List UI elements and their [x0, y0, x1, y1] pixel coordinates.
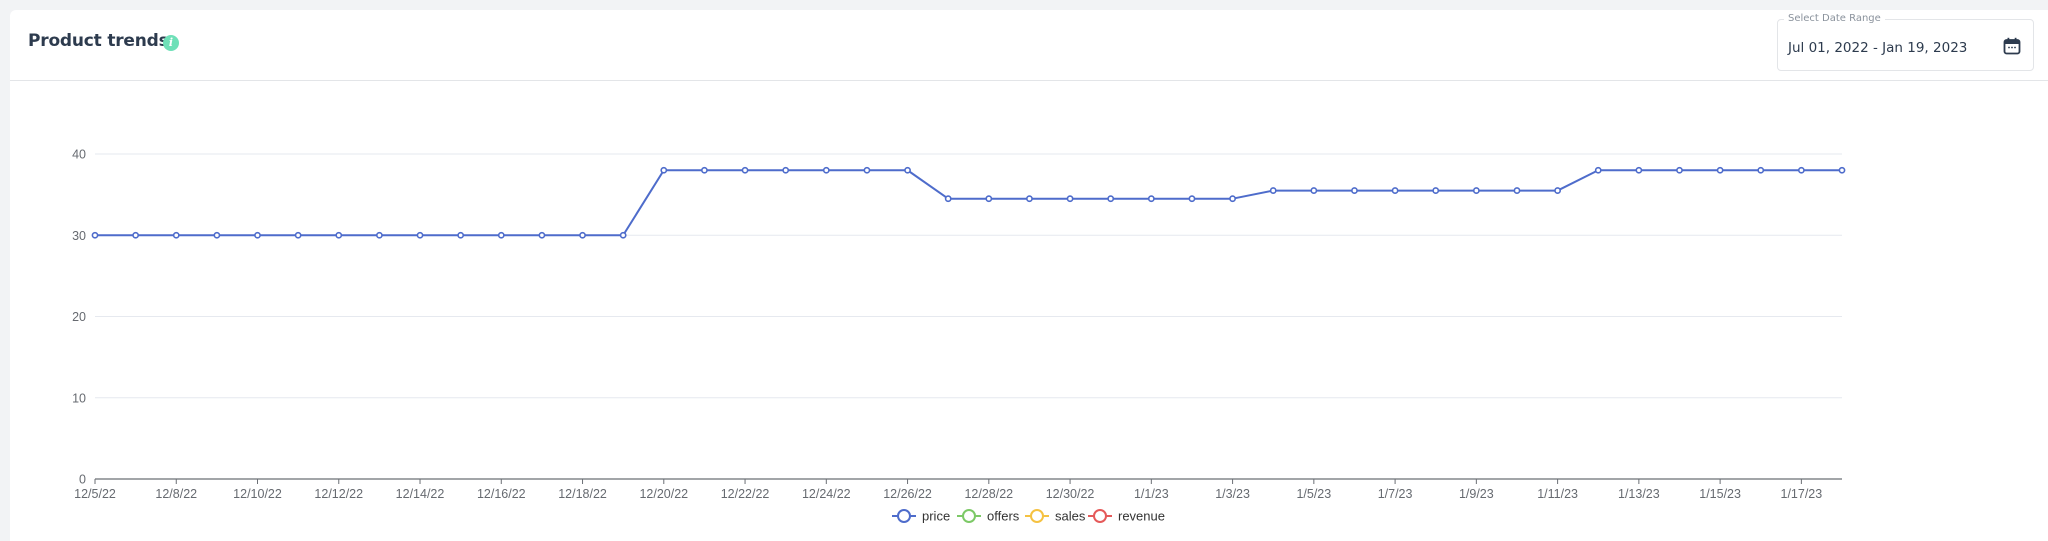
- x-tick-label: 1/15/23: [1699, 487, 1741, 501]
- data-point[interactable]: [294, 231, 302, 239]
- legend-item-price[interactable]: price: [892, 509, 950, 524]
- data-point[interactable]: [1594, 166, 1602, 174]
- data-point[interactable]: [579, 231, 586, 239]
- x-tick-label: 12/10/22: [233, 487, 282, 501]
- data-point[interactable]: [1391, 187, 1399, 194]
- x-tick-label: 1/9/23: [1459, 487, 1494, 501]
- date-range-label: Select Date Range: [1784, 13, 1885, 24]
- legend-item-revenue[interactable]: revenue: [1088, 509, 1165, 524]
- data-point[interactable]: [132, 231, 140, 239]
- data-point[interactable]: [1066, 195, 1074, 203]
- data-point[interactable]: [985, 195, 993, 203]
- data-point[interactable]: [1269, 187, 1277, 194]
- data-point[interactable]: [457, 231, 465, 239]
- data-point[interactable]: [944, 195, 952, 203]
- legend-label: sales: [1055, 509, 1086, 524]
- data-point[interactable]: [1229, 195, 1236, 203]
- price-line: [95, 169, 1842, 237]
- x-tick-label: 12/12/22: [314, 487, 363, 501]
- data-point[interactable]: [1554, 187, 1562, 194]
- data-point[interactable]: [1635, 166, 1643, 174]
- card-header: Product trends i Select Date Range Jul 0…: [10, 10, 2048, 81]
- data-point[interactable]: [172, 231, 180, 239]
- y-tick-label: 10: [72, 391, 86, 405]
- data-point[interactable]: [1676, 166, 1683, 174]
- data-point[interactable]: [619, 231, 627, 239]
- x-tick-label: 12/24/22: [802, 487, 851, 501]
- info-icon[interactable]: i: [163, 35, 179, 51]
- data-point[interactable]: [1838, 166, 1846, 174]
- page-title: Product trends: [28, 31, 169, 51]
- data-point[interactable]: [497, 231, 505, 239]
- legend-item-offers[interactable]: offers: [957, 509, 1020, 524]
- data-point[interactable]: [335, 231, 343, 239]
- data-point[interactable]: [91, 231, 99, 239]
- data-point[interactable]: [1310, 187, 1318, 194]
- legend-label: revenue: [1118, 509, 1165, 524]
- x-tick-label: 1/13/23: [1618, 487, 1660, 501]
- data-point[interactable]: [375, 231, 383, 239]
- x-tick-label: 1/17/23: [1781, 487, 1823, 501]
- x-tick-label: 1/3/23: [1215, 487, 1250, 501]
- x-tick-label: 1/5/23: [1296, 487, 1331, 501]
- x-tick-label: 12/28/22: [964, 487, 1013, 501]
- data-point[interactable]: [741, 166, 749, 174]
- data-point[interactable]: [213, 231, 221, 239]
- y-tick-label: 20: [72, 310, 86, 324]
- x-tick-label: 12/8/22: [155, 487, 197, 501]
- date-range-value[interactable]: Jul 01, 2022 - Jan 19, 2023: [1788, 40, 1968, 56]
- data-point[interactable]: [1472, 187, 1480, 194]
- date-range-picker[interactable]: Select Date Range Jul 01, 2022 - Jan 19,…: [1777, 13, 2034, 71]
- product-trends-card: Product trends i Select Date Range Jul 0…: [10, 10, 2048, 541]
- x-tick-label: 1/11/23: [1537, 487, 1578, 501]
- data-point[interactable]: [1757, 166, 1765, 174]
- data-point[interactable]: [416, 231, 424, 239]
- y-tick-label: 30: [72, 229, 86, 243]
- data-point[interactable]: [1797, 166, 1805, 174]
- legend-label: offers: [987, 509, 1020, 524]
- data-point[interactable]: [1432, 187, 1440, 194]
- data-point[interactable]: [1026, 195, 1033, 203]
- data-point[interactable]: [863, 166, 871, 174]
- data-point[interactable]: [701, 166, 708, 174]
- data-point[interactable]: [1147, 195, 1155, 203]
- data-point[interactable]: [1188, 195, 1196, 203]
- data-point[interactable]: [1513, 187, 1521, 194]
- x-tick-label: 12/26/22: [883, 487, 932, 501]
- x-tick-label: 1/7/23: [1378, 487, 1413, 501]
- x-tick-label: 12/22/22: [721, 487, 770, 501]
- y-tick-label: 40: [72, 148, 86, 162]
- x-tick-label: 12/5/22: [74, 487, 116, 501]
- legend-item-sales[interactable]: sales: [1025, 509, 1086, 524]
- x-tick-label: 12/14/22: [396, 487, 445, 501]
- data-point[interactable]: [254, 231, 261, 239]
- data-point[interactable]: [1107, 195, 1115, 203]
- x-tick-label: 12/20/22: [639, 487, 688, 501]
- x-tick-label: 12/30/22: [1046, 487, 1095, 501]
- data-point[interactable]: [1351, 187, 1358, 194]
- x-tick-label: 1/1/23: [1134, 487, 1169, 501]
- data-point[interactable]: [822, 166, 830, 174]
- chart-legend: price offers sales revenue: [892, 509, 1165, 524]
- data-point[interactable]: [660, 166, 668, 174]
- legend-label: price: [922, 509, 950, 524]
- x-tick-label: 12/16/22: [477, 487, 526, 501]
- data-point[interactable]: [538, 231, 546, 239]
- data-point[interactable]: [1716, 166, 1724, 174]
- x-tick-label: 12/18/22: [558, 487, 607, 501]
- calendar-icon[interactable]: [2003, 37, 2021, 55]
- data-point[interactable]: [782, 166, 790, 174]
- y-tick-label: 0: [79, 473, 86, 487]
- data-point[interactable]: [904, 166, 911, 174]
